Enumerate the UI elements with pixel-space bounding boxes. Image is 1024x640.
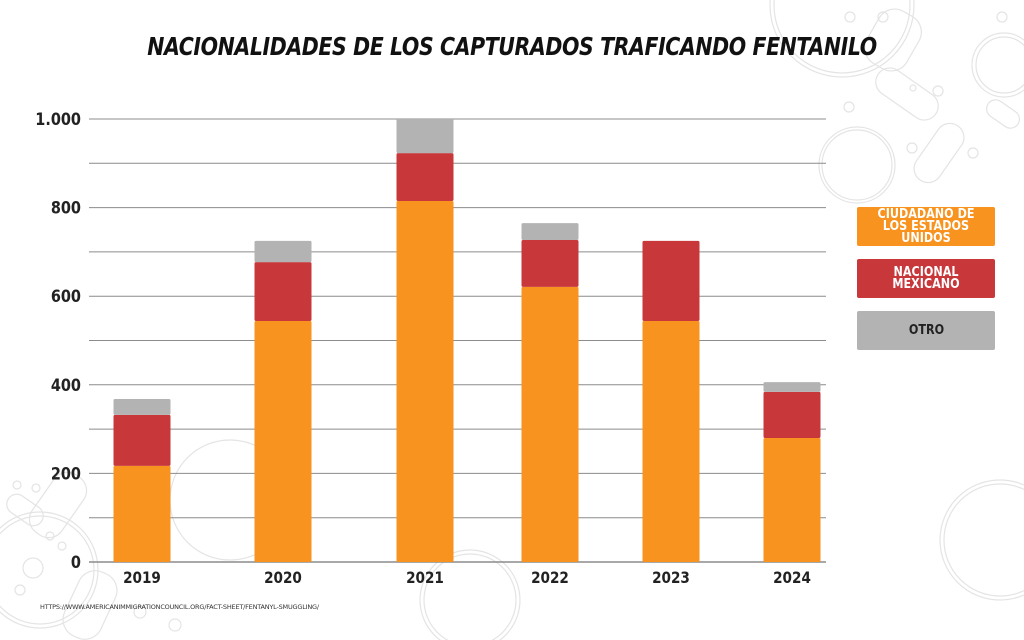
x-tick-label: 2022: [531, 569, 569, 587]
bars: [113, 119, 821, 562]
bar-segment-other: [763, 382, 821, 392]
y-tick-label: 600: [51, 286, 81, 306]
bar-segment-mexican-national: [521, 239, 579, 287]
bar-segment-us-citizen: [763, 437, 821, 562]
bar-segment-mexican-national: [763, 391, 821, 438]
gridlines: [89, 118, 826, 563]
legend-label: CIUDADANO DE LOS ESTADOS UNIDOS: [877, 206, 975, 246]
y-tick-label: 0: [71, 552, 81, 572]
y-tick-label: 1.000: [35, 109, 81, 129]
bar-stack-2022: [521, 223, 579, 562]
y-tick-label: 200: [51, 463, 81, 483]
legend-item-other: OTRO: [857, 311, 995, 350]
bar-stack-2023: [642, 240, 700, 562]
chart-title: NACIONALIDADES DE LOS CAPTURADOS TRAFICA…: [147, 32, 877, 61]
x-tick-label: 2023: [652, 569, 690, 587]
bar-segment-other: [521, 223, 579, 240]
bar-stack-2019: [113, 398, 171, 562]
legend: CIUDADANO DE LOS ESTADOS UNIDOS NACIONAL…: [857, 207, 995, 363]
bar-segment-us-citizen: [521, 286, 579, 562]
bar-segment-other: [113, 398, 171, 415]
y-tick-label: 400: [51, 375, 81, 395]
x-axis-ticks: 2019 2020 2021 2022 2023 2024: [123, 569, 811, 587]
bar-segment-us-citizen: [113, 465, 171, 562]
x-tick-label: 2024: [773, 569, 811, 587]
y-axis-ticks: 0 200 400 600 800 1.000: [35, 109, 81, 572]
x-tick-label: 2019: [123, 569, 161, 587]
legend-item-us-citizen: CIUDADANO DE LOS ESTADOS UNIDOS: [857, 207, 995, 246]
legend-label: NACIONAL MEXICANO: [892, 264, 960, 292]
bar-segment-mexican-national: [642, 240, 700, 322]
bar-stack-2024: [763, 382, 821, 562]
source-citation: HTTPS://WWW.AMERICANIMMIGRATIONCOUNCIL.O…: [40, 603, 319, 611]
bar-stack-2020: [254, 240, 312, 562]
legend-item-mexican-national: NACIONAL MEXICANO: [857, 259, 995, 298]
bar-segment-mexican-national: [254, 262, 312, 322]
bar-segment-mexican-national: [113, 414, 171, 466]
legend-label: OTRO: [908, 322, 944, 338]
bar-segment-us-citizen: [396, 200, 454, 562]
bar-segment-other: [254, 240, 312, 263]
bar-segment-us-citizen: [254, 321, 312, 562]
bar-segment-other: [396, 119, 454, 154]
bar-segment-mexican-national: [396, 153, 454, 201]
x-tick-label: 2021: [406, 569, 444, 587]
y-tick-label: 800: [51, 197, 81, 217]
bar-segment-us-citizen: [642, 321, 700, 562]
x-tick-label: 2020: [264, 569, 302, 587]
bar-stack-2021: [396, 119, 454, 562]
